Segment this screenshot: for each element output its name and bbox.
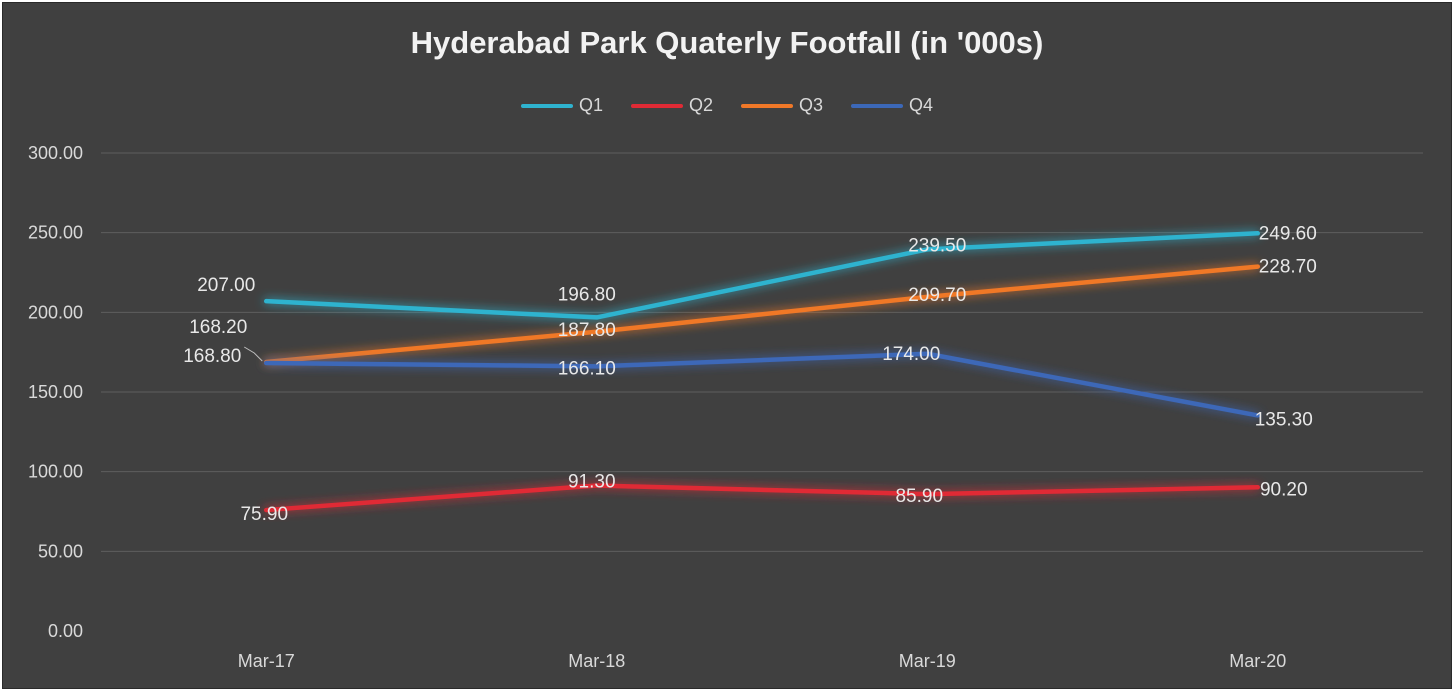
y-tick-label: 200.00 — [28, 302, 83, 322]
chart-title: Hyderabad Park Quaterly Footfall (in '00… — [410, 25, 1044, 60]
legend-label: Q1 — [578, 95, 603, 115]
y-tick-label: 300.00 — [28, 143, 83, 163]
series-line-q4 — [264, 351, 1260, 418]
x-tick-label: Mar-20 — [1229, 651, 1286, 671]
y-tick-label: 50.00 — [38, 541, 83, 561]
x-tick-label: Mar-17 — [238, 651, 295, 671]
legend-item-q1: Q1 — [520, 95, 603, 116]
data-label-q3: 209.70 — [908, 285, 966, 306]
legend-swatch — [520, 103, 573, 108]
data-label-q1: 196.80 — [558, 284, 616, 305]
data-label-q1: 207.00 — [197, 275, 255, 296]
legend-item-q4: Q4 — [851, 95, 933, 116]
data-label-q3: 228.70 — [1259, 257, 1317, 278]
data-label-q2: 85.90 — [895, 486, 943, 507]
series-line-q3 — [264, 264, 1260, 365]
legend-item-q3: Q3 — [741, 95, 823, 116]
data-label-leader-line — [243, 346, 263, 362]
line-chart: 0.00 50.00 100.00 150.00 200.00 250.00 300.00 M… — [28, 143, 1423, 671]
legend-swatch — [630, 103, 683, 108]
data-label-q3: 187.80 — [558, 320, 616, 341]
data-label-q2: 91.30 — [568, 472, 616, 493]
legend-label: Q3 — [799, 95, 824, 115]
data-label-q1: 239.50 — [908, 235, 966, 256]
legend-item-q2: Q2 — [630, 95, 713, 116]
series-line-q1 — [264, 231, 1260, 320]
data-label-q1: 249.60 — [1259, 223, 1317, 244]
data-label-q4: 168.20 — [189, 317, 247, 338]
y-tick-label: 100.00 — [28, 462, 83, 482]
legend-swatch — [741, 103, 793, 108]
data-label-q4: 174.00 — [882, 344, 940, 365]
data-label-q2: 90.20 — [1260, 479, 1308, 500]
data-label-q4: 166.10 — [558, 358, 616, 379]
y-tick-label: 0.00 — [48, 621, 83, 641]
x-tick-label: Mar-18 — [568, 651, 625, 671]
legend-swatch — [851, 103, 904, 108]
legend-label: Q4 — [909, 95, 934, 115]
y-tick-label: 150.00 — [28, 382, 83, 402]
legend: Q1 Q2 Q3 Q4 — [3, 95, 1451, 116]
legend-label: Q2 — [688, 95, 713, 115]
data-label-q4: 135.30 — [1255, 409, 1313, 430]
y-tick-label: 250.00 — [28, 223, 83, 243]
series-line-q2 — [264, 483, 1260, 513]
data-label-q3: 168.80 — [183, 346, 241, 367]
x-tick-label: Mar-19 — [899, 651, 956, 671]
data-label-q2: 75.90 — [240, 504, 288, 525]
